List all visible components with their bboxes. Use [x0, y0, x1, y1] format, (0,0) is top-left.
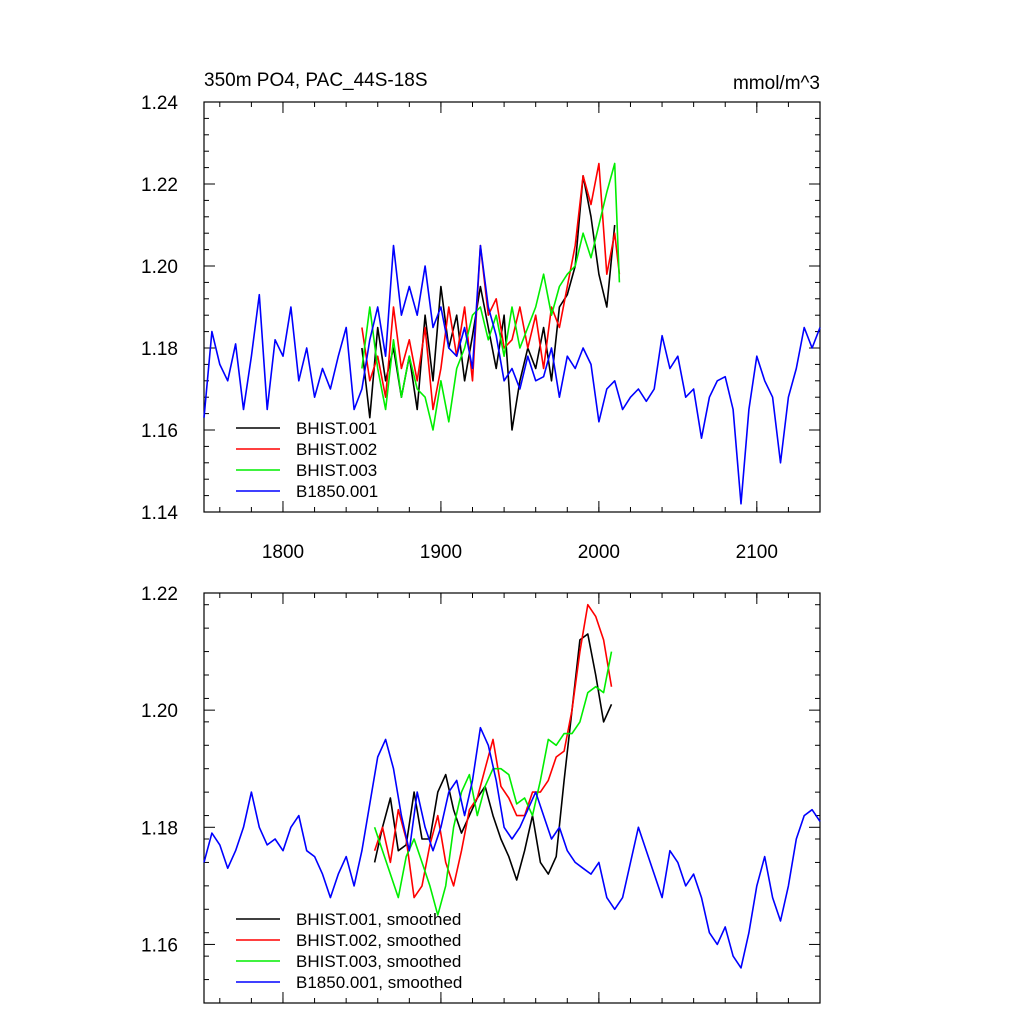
- bottom-panel: 1.16 1.18 1.20 1.22 BHIST.001, smoothed BHIST…: [141, 584, 821, 1004]
- legend-label-bhist-002: BHIST.002: [296, 440, 377, 459]
- series-line-b1850-001: [203, 244, 821, 505]
- y-tick-label: 1.22: [141, 175, 178, 196]
- series-line-bhist-003: [361, 162, 621, 431]
- y-tick-label: 1.14: [141, 503, 178, 524]
- series-line-bhist-002: [361, 162, 621, 411]
- legend-label-bhist-001: BHIST.001: [296, 419, 377, 438]
- legend-label-bhist-003-smoothed: BHIST.003, smoothed: [296, 952, 461, 971]
- y-tick-label: 1.18: [141, 818, 178, 839]
- top-chart-units: mmol/m^3: [733, 73, 820, 94]
- y-tick-label: 1.16: [141, 935, 178, 956]
- series-line-bhist-003-smoothed: [373, 651, 613, 916]
- y-tick-label: 1.20: [141, 257, 178, 278]
- y-tick-label: 1.18: [141, 339, 178, 360]
- plot-frame: [203, 592, 821, 1004]
- series-line-b1850-001-smoothed: [203, 726, 821, 969]
- legend-label-bhist-002-smoothed: BHIST.002, smoothed: [296, 931, 461, 950]
- y-tick-label: 1.20: [141, 701, 178, 722]
- legend-label-b1850-001-smoothed: B1850.001, smoothed: [296, 973, 462, 992]
- legend-label-bhist-001-smoothed: BHIST.001, smoothed: [296, 910, 461, 929]
- y-tick-label: 1.24: [141, 93, 178, 114]
- x-tick-label: 2000: [578, 542, 620, 563]
- top-chart-title: 350m PO4, PAC_44S-18S: [204, 70, 428, 91]
- legend-label-bhist-003: BHIST.003: [296, 461, 377, 480]
- x-tick-label: 2100: [736, 542, 778, 563]
- y-tick-label: 1.22: [141, 584, 178, 605]
- x-tick-label: 1800: [262, 542, 304, 563]
- top-panel: 350m PO4, PAC_44S-18S mmol/m^3 1.14 1.16 1…: [141, 70, 821, 563]
- legend-label-b1850-001: B1850.001: [296, 482, 378, 501]
- x-tick-label: 1900: [420, 542, 462, 563]
- y-tick-label: 1.16: [141, 421, 178, 442]
- series-line-bhist-002-smoothed: [373, 603, 613, 899]
- plot-frame: [203, 101, 821, 513]
